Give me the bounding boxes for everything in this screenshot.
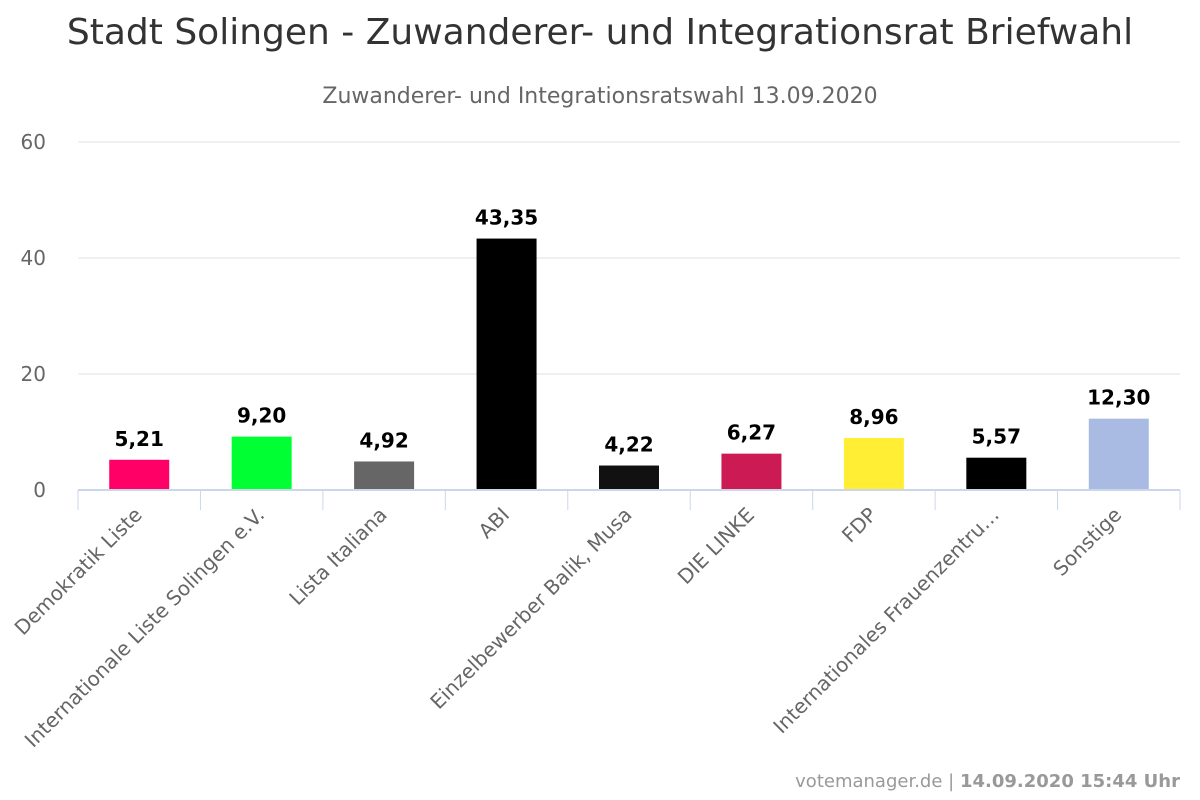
bar[interactable]	[476, 238, 537, 490]
footer-separator: |	[948, 771, 955, 792]
bar[interactable]	[966, 457, 1027, 490]
data-label: 5,21	[115, 427, 164, 451]
data-label: 43,35	[475, 206, 538, 230]
data-label: 4,22	[604, 433, 653, 457]
x-tick-label: Sonstige	[1048, 503, 1126, 581]
bar[interactable]	[843, 438, 904, 490]
gridlines	[78, 141, 1180, 375]
footer-timestamp: 14.09.2020 15:44 Uhr	[959, 771, 1180, 792]
data-label: 8,96	[849, 405, 898, 429]
chart-subtitle: Zuwanderer- und Integrationsratswahl 13.…	[322, 84, 878, 109]
bar[interactable]	[721, 453, 782, 490]
data-label: 4,92	[359, 428, 408, 452]
source-link[interactable]: votemanager.de	[795, 771, 943, 792]
chart-title: Stadt Solingen - Zuwanderer- und Integra…	[66, 12, 1134, 53]
x-tick-label: DIE LINKE	[673, 503, 759, 589]
x-tick-label: Demokratik Liste	[10, 503, 147, 640]
data-labels: 5,21 9,20 4,92 43,35 4,22 6,27 8,96 5,57 12,30	[115, 206, 1151, 457]
y-tick-label: 0	[33, 478, 46, 502]
x-tick-label: Internationales Frauenzentru…	[768, 503, 1004, 739]
data-label: 5,57	[972, 425, 1021, 449]
bar[interactable]	[231, 436, 292, 490]
bar[interactable]	[599, 465, 659, 490]
bar[interactable]	[354, 461, 415, 490]
x-tick-label: Einzelbewerber Balik, Musa	[425, 503, 636, 714]
x-tick-label: Lista Italiana	[284, 503, 391, 610]
x-tick-label: Internationale Liste Solingen e.V.	[20, 503, 269, 752]
data-label: 6,27	[727, 421, 776, 445]
footer: votemanager.de | 14.09.2020 15:44 Uhr	[795, 771, 1180, 792]
y-tick-label: 60	[21, 130, 46, 154]
x-tick-label: FDP	[837, 503, 882, 548]
bar[interactable]	[1088, 418, 1149, 490]
bars	[109, 238, 1149, 490]
data-label: 12,30	[1087, 386, 1150, 410]
y-axis: 0 20 40 60	[21, 130, 46, 502]
bar[interactable]	[109, 459, 170, 490]
y-tick-label: 20	[21, 362, 46, 386]
y-tick-label: 40	[21, 246, 46, 270]
data-label: 9,20	[237, 404, 286, 428]
x-tick-label: ABI	[474, 503, 515, 544]
